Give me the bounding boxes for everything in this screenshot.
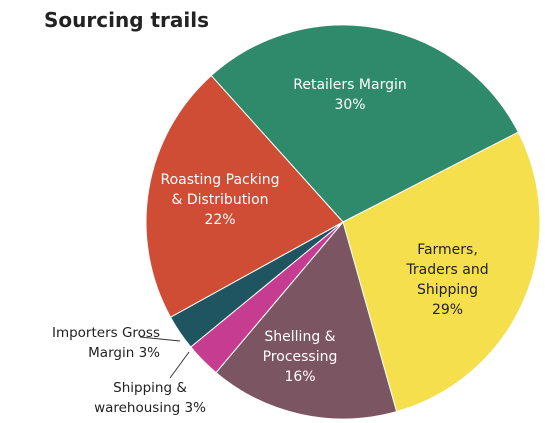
chart-title: Sourcing trails: [44, 8, 210, 32]
value-label: 16%: [284, 369, 316, 385]
slice-name: Shipping & warehousing: [94, 380, 187, 416]
slice-label: Retailers Margin 30%: [290, 75, 410, 115]
value-label: 3%: [184, 400, 206, 416]
slice-name: Farmers, Traders and Shipping: [406, 242, 489, 298]
slice-label: Shelling & Processing 16%: [235, 327, 365, 387]
slice-name: Importers Gross Margin: [51, 325, 160, 361]
slice-label: Farmers, Traders and Shipping 29%: [395, 240, 500, 320]
value-label: 29%: [431, 302, 464, 318]
slice-label: Roasting Packing & Distribution 22%: [160, 170, 280, 230]
value-label: 30%: [334, 97, 366, 113]
outside-label: Importers Gross Margin 3%: [10, 323, 160, 363]
slice-name: Roasting Packing & Distribution: [160, 172, 280, 208]
pie-slice: [210, 24, 519, 223]
pie-slice: [342, 131, 541, 413]
slice-name: Shelling & Processing: [262, 329, 338, 365]
value-label: 22%: [204, 212, 236, 228]
pie-slice: [215, 220, 398, 420]
leader-line: [139, 336, 181, 342]
outside-label: Shipping & warehousing 3%: [80, 378, 220, 418]
value-label: 3%: [138, 345, 160, 361]
pie-slice: [145, 74, 344, 318]
slice-name: Retailers Margin: [293, 77, 407, 93]
leader-line: [169, 351, 190, 379]
